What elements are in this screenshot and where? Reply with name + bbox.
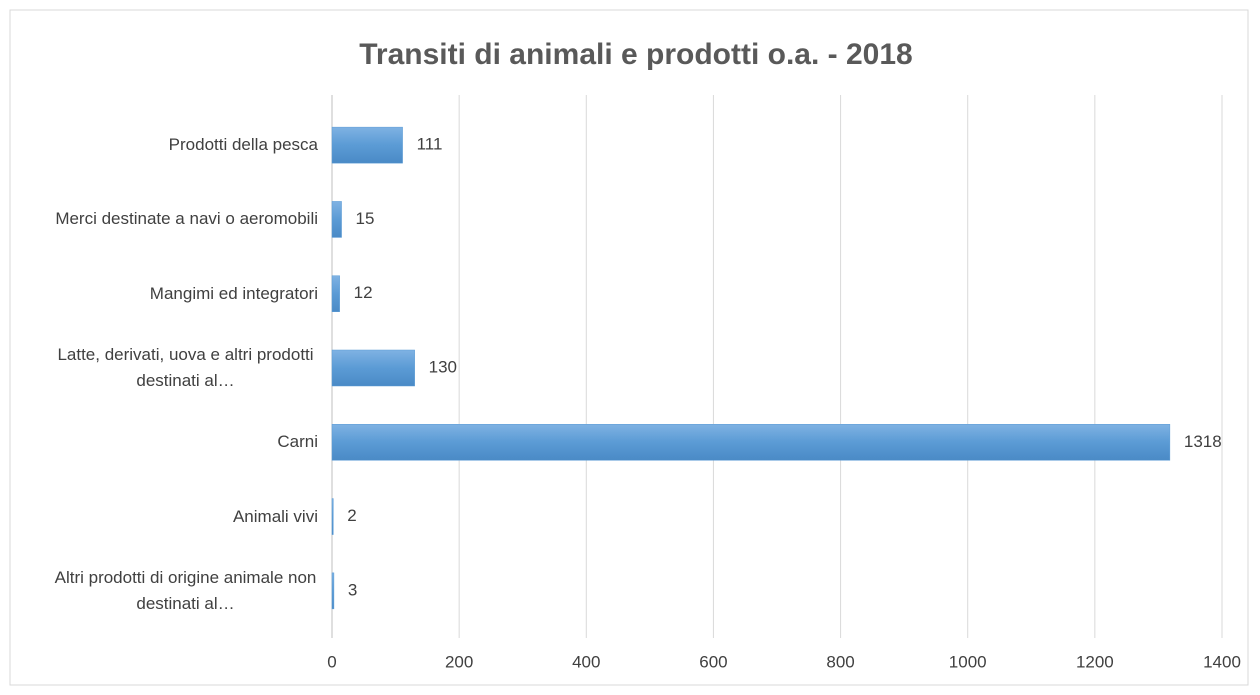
data-label: 1318 [1184, 432, 1222, 451]
y-tick-label: Mangimi ed integratori [28, 281, 318, 307]
data-label: 130 [429, 357, 457, 376]
x-tick-label: 800 [826, 652, 854, 671]
y-tick-label-text: Altri prodotti di origine animale non de… [54, 567, 317, 613]
data-label: 12 [354, 283, 373, 302]
y-tick-label: Animali vivi [28, 504, 318, 530]
x-tick-label: 1400 [1203, 652, 1241, 671]
y-tick-label-text: Mangimi ed integratori [149, 283, 318, 303]
y-tick-label-text: Merci destinate a navi o aeromobili [55, 209, 318, 229]
y-tick-label: Altri prodotti di origine animale non de… [28, 565, 318, 617]
y-tick-label-text: Animali vivi [232, 506, 318, 526]
x-tick-label: 200 [445, 652, 473, 671]
bar [331, 201, 342, 238]
bar [331, 572, 335, 610]
bar [331, 126, 403, 164]
x-tick-label: 400 [572, 652, 600, 671]
x-tick-label: 0 [327, 652, 336, 671]
y-tick-label-text: Prodotti della pesca [168, 135, 318, 155]
data-label: 2 [347, 506, 356, 525]
x-tick-label: 1000 [949, 652, 987, 671]
bar [331, 275, 340, 312]
bar [331, 498, 334, 535]
x-tick-label: 1200 [1076, 652, 1114, 671]
y-tick-label: Carni [28, 429, 318, 455]
data-label: 111 [417, 135, 443, 154]
x-tick-label: 600 [699, 652, 727, 671]
chart-title: Transiti di animali e prodotti o.a. - 20… [359, 38, 912, 71]
bar [331, 424, 1171, 461]
data-label: 15 [356, 209, 375, 228]
y-tick-label: Prodotti della pesca [28, 132, 318, 158]
y-tick-label: Latte, derivati, uova e altri prodotti d… [28, 342, 318, 394]
y-tick-label-text: Carni [277, 432, 318, 452]
y-tick-label-text: Latte, derivati, uova e altri prodotti d… [57, 345, 314, 390]
bar [331, 349, 415, 387]
chart-border [9, 9, 1249, 686]
data-label: 3 [348, 580, 357, 599]
y-tick-label: Merci destinate a navi o aeromobili [28, 206, 318, 232]
